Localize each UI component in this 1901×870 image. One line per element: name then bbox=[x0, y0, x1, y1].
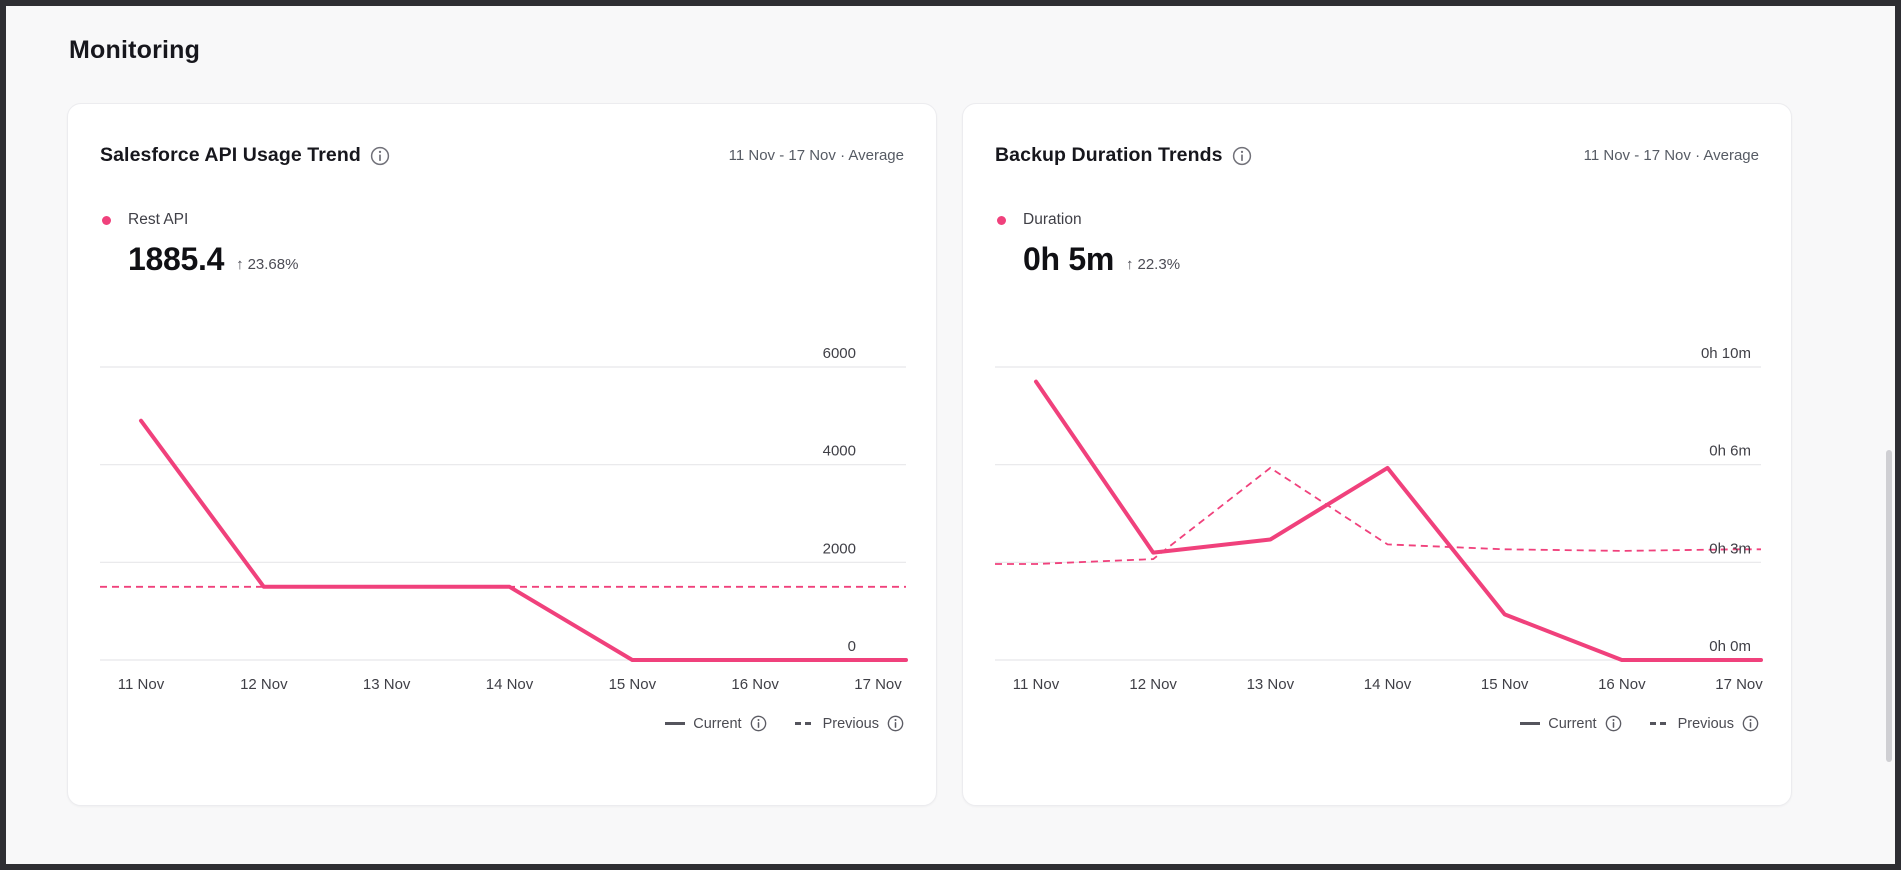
svg-text:2000: 2000 bbox=[823, 540, 856, 557]
card-title: Salesforce API Usage Trend bbox=[100, 144, 361, 166]
svg-text:0: 0 bbox=[848, 638, 856, 655]
card-title: Backup Duration Trends bbox=[995, 144, 1223, 166]
svg-text:16 Nov: 16 Nov bbox=[731, 676, 779, 693]
legend-current: Current bbox=[1520, 715, 1621, 732]
average-value: 1885.4 bbox=[128, 241, 225, 277]
svg-text:4000: 4000 bbox=[823, 443, 856, 460]
card-header: Salesforce API Usage Trend 11 Nov - 17 N… bbox=[100, 144, 904, 167]
date-range-label: 11 Nov - 17 Nov · Average bbox=[728, 147, 904, 164]
card-header: Backup Duration Trends 11 Nov - 17 Nov ·… bbox=[995, 144, 1759, 167]
legend-current: Current bbox=[665, 715, 766, 732]
svg-text:6000: 6000 bbox=[823, 345, 856, 362]
duration-trend-chart: 11 Nov 12 Nov 13 Nov 14 Nov 15 Nov 16 Nov 17 N… bbox=[995, 345, 1763, 693]
svg-text:15 Nov: 15 Nov bbox=[609, 676, 657, 693]
up-arrow-icon: ↑ bbox=[1126, 256, 1134, 273]
dashed-line-icon bbox=[794, 722, 815, 725]
delta-badge: ↑ 22.3% bbox=[1126, 256, 1180, 275]
salesforce-api-usage-card: Salesforce API Usage Trend 11 Nov - 17 N… bbox=[67, 103, 937, 806]
svg-text:0h 10m: 0h 10m bbox=[1701, 345, 1751, 362]
backup-duration-card: Backup Duration Trends 11 Nov - 17 Nov ·… bbox=[962, 103, 1792, 806]
svg-text:0h 0m: 0h 0m bbox=[1709, 638, 1751, 655]
svg-text:0h 6m: 0h 6m bbox=[1709, 443, 1751, 460]
date-range-label: 11 Nov - 17 Nov · Average bbox=[1583, 147, 1759, 164]
info-icon[interactable] bbox=[370, 146, 390, 166]
solid-line-icon bbox=[665, 722, 686, 725]
legend-previous-label: Previous bbox=[822, 715, 879, 732]
series-legend: Rest API bbox=[102, 211, 904, 229]
info-icon[interactable] bbox=[750, 715, 767, 732]
usage-trend-chart: 11 Nov 12 Nov 13 Nov 14 Nov 15 Nov 16 Nov 17 N… bbox=[100, 345, 908, 693]
delta-value: 22.3% bbox=[1137, 256, 1181, 273]
svg-text:16 Nov: 16 Nov bbox=[1598, 676, 1646, 693]
svg-text:11 Nov: 11 Nov bbox=[118, 676, 165, 693]
series-legend: Duration bbox=[997, 211, 1759, 229]
series-dot bbox=[997, 215, 1006, 225]
legend-previous: Previous bbox=[1649, 715, 1759, 732]
legend-current-label: Current bbox=[693, 715, 742, 732]
chart-legend: Current Previous bbox=[995, 715, 1759, 732]
delta-value: 23.68% bbox=[247, 256, 299, 273]
legend-previous: Previous bbox=[794, 715, 904, 732]
legend-previous-label: Previous bbox=[1677, 715, 1734, 732]
delta-badge: ↑ 23.68% bbox=[236, 256, 298, 275]
series-label: Duration bbox=[1023, 211, 1082, 228]
solid-line-icon bbox=[1520, 722, 1541, 725]
svg-text:12 Nov: 12 Nov bbox=[240, 676, 288, 693]
svg-text:11 Nov: 11 Nov bbox=[1013, 676, 1060, 693]
page-title: Monitoring bbox=[69, 36, 201, 64]
info-icon[interactable] bbox=[1605, 715, 1622, 732]
svg-text:17 Nov: 17 Nov bbox=[1715, 676, 1763, 693]
info-icon[interactable] bbox=[1232, 146, 1252, 166]
svg-text:0h 3m: 0h 3m bbox=[1709, 540, 1751, 557]
cards-row: Salesforce API Usage Trend 11 Nov - 17 N… bbox=[67, 103, 1792, 806]
up-arrow-icon: ↑ bbox=[236, 256, 244, 273]
svg-text:14 Nov: 14 Nov bbox=[1364, 676, 1412, 693]
series-dot bbox=[102, 215, 111, 225]
dashed-line-icon bbox=[1649, 722, 1670, 725]
svg-text:13 Nov: 13 Nov bbox=[1247, 676, 1295, 693]
vertical-scrollbar-thumb[interactable] bbox=[1886, 450, 1892, 762]
average-value-row: 0h 5m ↑ 22.3% bbox=[1023, 243, 1759, 275]
chart-legend: Current Previous bbox=[100, 715, 904, 732]
info-icon[interactable] bbox=[1742, 715, 1759, 732]
average-value-row: 1885.4 ↑ 23.68% bbox=[128, 243, 904, 275]
average-value: 0h 5m bbox=[1023, 241, 1114, 277]
series-label: Rest API bbox=[128, 211, 189, 228]
svg-text:14 Nov: 14 Nov bbox=[486, 676, 534, 693]
legend-current-label: Current bbox=[1548, 715, 1597, 732]
svg-text:15 Nov: 15 Nov bbox=[1481, 676, 1529, 693]
svg-text:17 Nov: 17 Nov bbox=[854, 676, 902, 693]
svg-text:12 Nov: 12 Nov bbox=[1129, 676, 1177, 693]
svg-text:13 Nov: 13 Nov bbox=[363, 676, 411, 693]
info-icon[interactable] bbox=[887, 715, 904, 732]
